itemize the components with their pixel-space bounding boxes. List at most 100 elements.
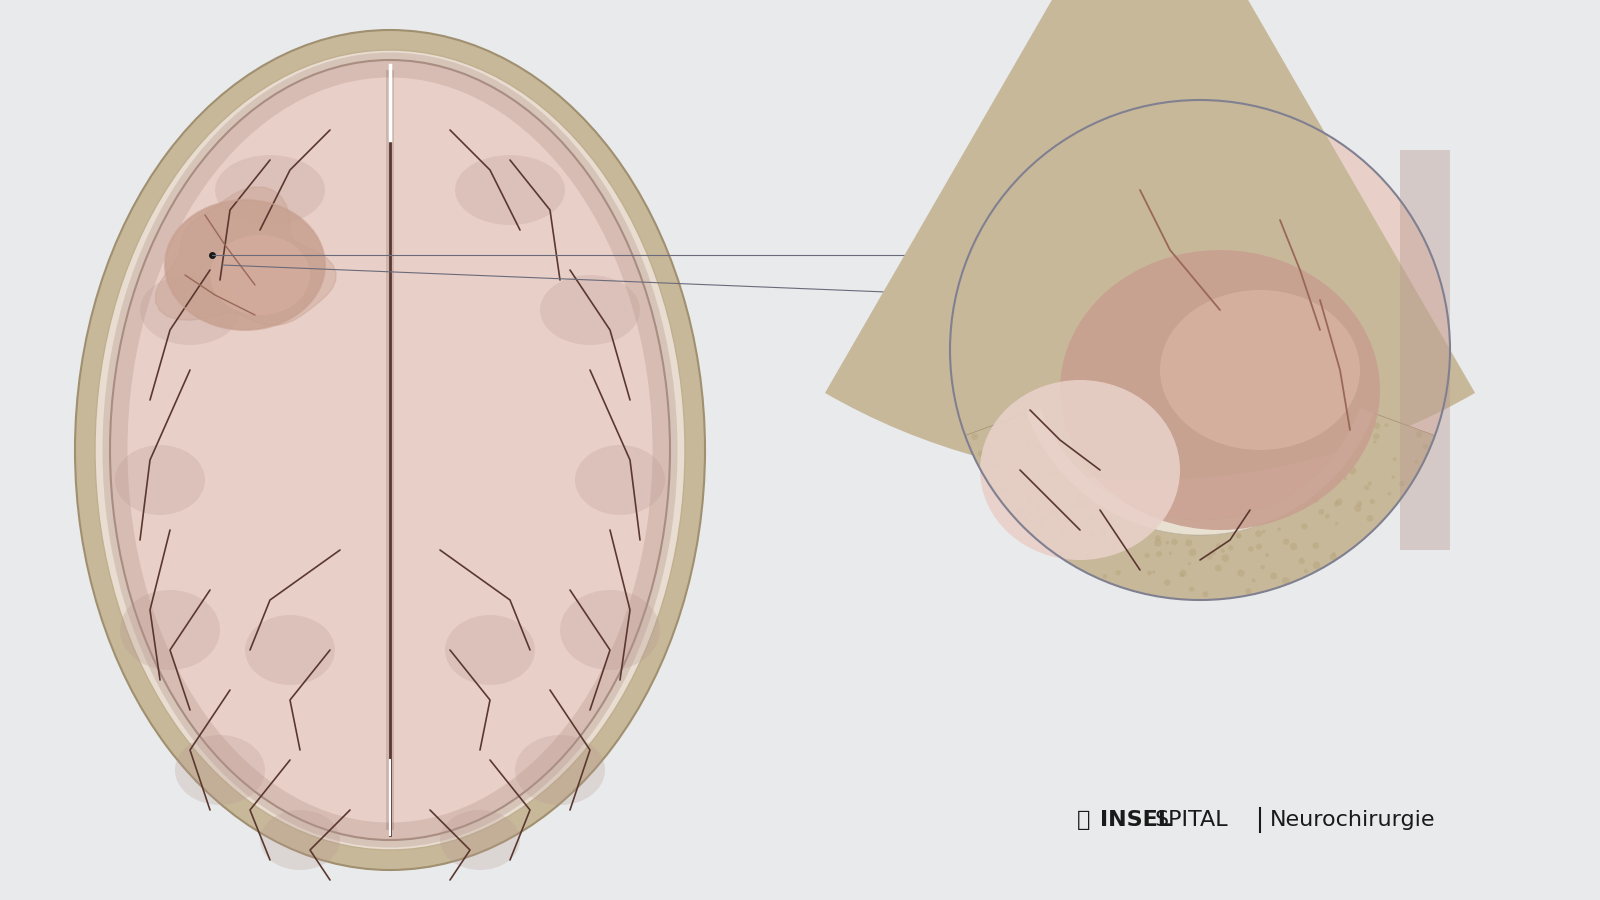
Circle shape — [1256, 530, 1262, 537]
Ellipse shape — [259, 810, 339, 870]
Circle shape — [1026, 441, 1034, 448]
Circle shape — [1058, 537, 1062, 541]
Circle shape — [1214, 564, 1221, 572]
Circle shape — [1026, 517, 1029, 521]
Circle shape — [1078, 500, 1086, 507]
Circle shape — [1038, 520, 1045, 526]
Circle shape — [1154, 539, 1162, 546]
Ellipse shape — [454, 155, 565, 225]
Circle shape — [1187, 562, 1190, 565]
Circle shape — [1304, 569, 1309, 573]
Ellipse shape — [110, 60, 670, 840]
Circle shape — [1046, 471, 1053, 477]
Circle shape — [1336, 477, 1341, 482]
Circle shape — [1099, 528, 1107, 536]
Circle shape — [1072, 502, 1077, 508]
Circle shape — [1251, 579, 1256, 582]
Circle shape — [1400, 481, 1405, 486]
Circle shape — [1107, 517, 1115, 525]
Circle shape — [1277, 527, 1282, 531]
Circle shape — [1314, 562, 1320, 569]
Circle shape — [1357, 501, 1362, 507]
Circle shape — [1115, 570, 1122, 575]
Circle shape — [1392, 475, 1395, 479]
Circle shape — [1314, 497, 1318, 502]
Circle shape — [1165, 541, 1170, 544]
Circle shape — [1037, 532, 1040, 536]
Circle shape — [1290, 543, 1298, 550]
Circle shape — [1299, 558, 1306, 564]
Circle shape — [1110, 544, 1117, 551]
Ellipse shape — [165, 200, 325, 330]
Circle shape — [1384, 423, 1389, 427]
Circle shape — [1248, 546, 1253, 552]
Circle shape — [1088, 514, 1094, 520]
Circle shape — [1261, 565, 1264, 570]
Text: 𝙸: 𝙸 — [1077, 809, 1090, 831]
Circle shape — [1330, 554, 1336, 561]
Circle shape — [1046, 512, 1054, 519]
Circle shape — [1349, 467, 1357, 474]
Circle shape — [1179, 572, 1184, 577]
Ellipse shape — [440, 810, 520, 870]
Ellipse shape — [541, 275, 640, 345]
Circle shape — [1165, 580, 1171, 586]
Circle shape — [1211, 551, 1216, 555]
Text: Neurochirurgie: Neurochirurgie — [1270, 810, 1435, 830]
Circle shape — [1282, 577, 1290, 585]
Circle shape — [1171, 539, 1178, 545]
Circle shape — [1216, 544, 1221, 549]
Circle shape — [1318, 508, 1325, 515]
Polygon shape — [1026, 408, 1374, 535]
Circle shape — [1368, 482, 1371, 486]
Circle shape — [1256, 544, 1262, 550]
Circle shape — [1147, 571, 1152, 575]
Ellipse shape — [75, 30, 706, 870]
Circle shape — [1373, 440, 1376, 444]
Ellipse shape — [1059, 250, 1379, 530]
Circle shape — [1090, 533, 1094, 537]
Circle shape — [1144, 553, 1149, 558]
Circle shape — [1051, 492, 1054, 496]
Circle shape — [1000, 487, 1006, 492]
Circle shape — [1237, 534, 1242, 538]
Circle shape — [1085, 554, 1090, 558]
Ellipse shape — [979, 380, 1181, 560]
Circle shape — [1016, 508, 1024, 516]
Text: INSEL: INSEL — [1101, 810, 1171, 830]
Circle shape — [1336, 499, 1342, 505]
Circle shape — [1136, 531, 1139, 535]
Circle shape — [1110, 542, 1117, 549]
Circle shape — [1301, 523, 1307, 529]
Circle shape — [1229, 545, 1234, 550]
Circle shape — [1370, 499, 1374, 504]
Circle shape — [1064, 544, 1067, 547]
Circle shape — [1029, 449, 1034, 454]
Ellipse shape — [560, 590, 661, 670]
Circle shape — [1334, 522, 1338, 526]
Ellipse shape — [94, 50, 685, 850]
Circle shape — [1115, 524, 1122, 529]
Ellipse shape — [174, 735, 266, 805]
Circle shape — [978, 451, 984, 457]
Circle shape — [1354, 505, 1362, 512]
Circle shape — [1203, 591, 1208, 597]
Circle shape — [1245, 589, 1251, 594]
Circle shape — [1237, 570, 1245, 577]
Circle shape — [1059, 551, 1064, 555]
Circle shape — [1168, 552, 1171, 555]
Circle shape — [1387, 491, 1392, 496]
Circle shape — [1000, 436, 1003, 440]
Circle shape — [1075, 495, 1080, 500]
Ellipse shape — [210, 235, 310, 315]
Circle shape — [1392, 457, 1397, 461]
Circle shape — [1155, 536, 1162, 541]
Circle shape — [1374, 422, 1381, 429]
Ellipse shape — [515, 735, 605, 805]
Circle shape — [1035, 443, 1040, 448]
Circle shape — [1061, 527, 1067, 533]
Ellipse shape — [214, 155, 325, 225]
Circle shape — [1414, 460, 1418, 464]
Circle shape — [1096, 546, 1101, 550]
Circle shape — [1179, 570, 1187, 577]
